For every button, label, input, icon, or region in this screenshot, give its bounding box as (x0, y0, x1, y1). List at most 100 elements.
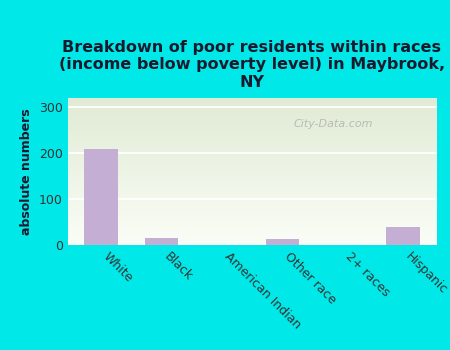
Bar (68, 119, 436, 120)
Bar (68, 135, 436, 136)
Bar (68, 207, 436, 208)
Bar (68, 117, 436, 118)
Bar (68, 184, 436, 185)
Bar (68, 147, 436, 148)
Bar (68, 224, 436, 225)
Bar (68, 191, 436, 192)
Bar (68, 165, 436, 166)
Bar (68, 233, 436, 234)
Bar (68, 203, 436, 204)
Bar (68, 152, 436, 153)
Bar (68, 126, 436, 127)
Bar (68, 107, 436, 108)
Bar (68, 157, 436, 158)
Bar (68, 220, 436, 221)
Bar (68, 174, 436, 175)
Bar (68, 225, 436, 226)
Bar (68, 162, 436, 163)
Bar (68, 142, 436, 143)
Bar (68, 133, 436, 134)
Bar (68, 237, 436, 238)
Bar (68, 100, 436, 101)
Y-axis label: absolute numbers: absolute numbers (20, 108, 33, 235)
Bar (387, 227, 420, 245)
Bar (68, 176, 436, 177)
Bar (68, 183, 436, 184)
Bar (68, 122, 436, 123)
Bar (68, 138, 436, 139)
Bar (68, 156, 436, 157)
Bar (68, 160, 436, 161)
Bar (68, 239, 436, 240)
Bar (68, 139, 436, 140)
Bar (68, 128, 436, 129)
Bar (68, 188, 436, 189)
Title: Breakdown of poor residents within races
(income below poverty level) in Maybroo: Breakdown of poor residents within races… (59, 40, 445, 90)
Bar (68, 230, 436, 231)
Bar (68, 197, 436, 198)
Bar (68, 144, 436, 145)
Bar (68, 200, 436, 201)
Bar (68, 108, 436, 109)
Bar (68, 204, 436, 205)
Bar (68, 145, 436, 146)
Bar (68, 146, 436, 147)
Bar (68, 137, 436, 138)
Bar (68, 219, 436, 220)
Bar (68, 150, 436, 151)
Bar (68, 167, 436, 168)
Bar (68, 164, 436, 165)
Bar (68, 241, 436, 242)
Bar (68, 221, 436, 222)
Bar (68, 218, 436, 219)
Bar (68, 103, 436, 104)
Bar (68, 216, 436, 217)
Bar (68, 169, 436, 170)
Bar (68, 148, 436, 149)
Bar (68, 193, 436, 194)
Bar (68, 182, 436, 183)
Bar (68, 234, 436, 235)
Bar (68, 124, 436, 125)
Bar (68, 231, 436, 232)
Bar (68, 111, 436, 112)
Bar (68, 99, 436, 100)
Bar (68, 240, 436, 241)
Bar (68, 244, 436, 245)
Bar (68, 178, 436, 179)
Bar (68, 115, 436, 116)
Bar (68, 159, 436, 160)
Bar (68, 161, 436, 162)
Bar (68, 236, 436, 237)
Bar (68, 141, 436, 142)
Bar (68, 138, 436, 139)
Bar (68, 151, 436, 152)
Bar (68, 132, 436, 133)
Bar (68, 104, 436, 105)
Bar (68, 179, 436, 180)
Bar (68, 192, 436, 193)
Bar (68, 229, 436, 230)
Bar (68, 110, 436, 111)
Bar (68, 102, 436, 103)
Bar (68, 235, 436, 236)
Bar (68, 98, 436, 99)
Bar (68, 129, 436, 130)
Bar (84, 148, 117, 245)
Bar (68, 210, 436, 211)
Bar (266, 239, 299, 245)
Bar (68, 172, 436, 173)
Bar (68, 206, 436, 207)
Bar (68, 208, 436, 209)
Bar (68, 223, 436, 224)
Bar (68, 113, 436, 114)
Bar (68, 105, 436, 106)
Bar (68, 120, 436, 121)
Bar (68, 158, 436, 159)
Bar (68, 226, 436, 227)
Bar (68, 175, 436, 176)
Bar (68, 181, 436, 182)
Bar (68, 168, 436, 169)
Bar (68, 242, 436, 243)
Bar (68, 173, 436, 174)
